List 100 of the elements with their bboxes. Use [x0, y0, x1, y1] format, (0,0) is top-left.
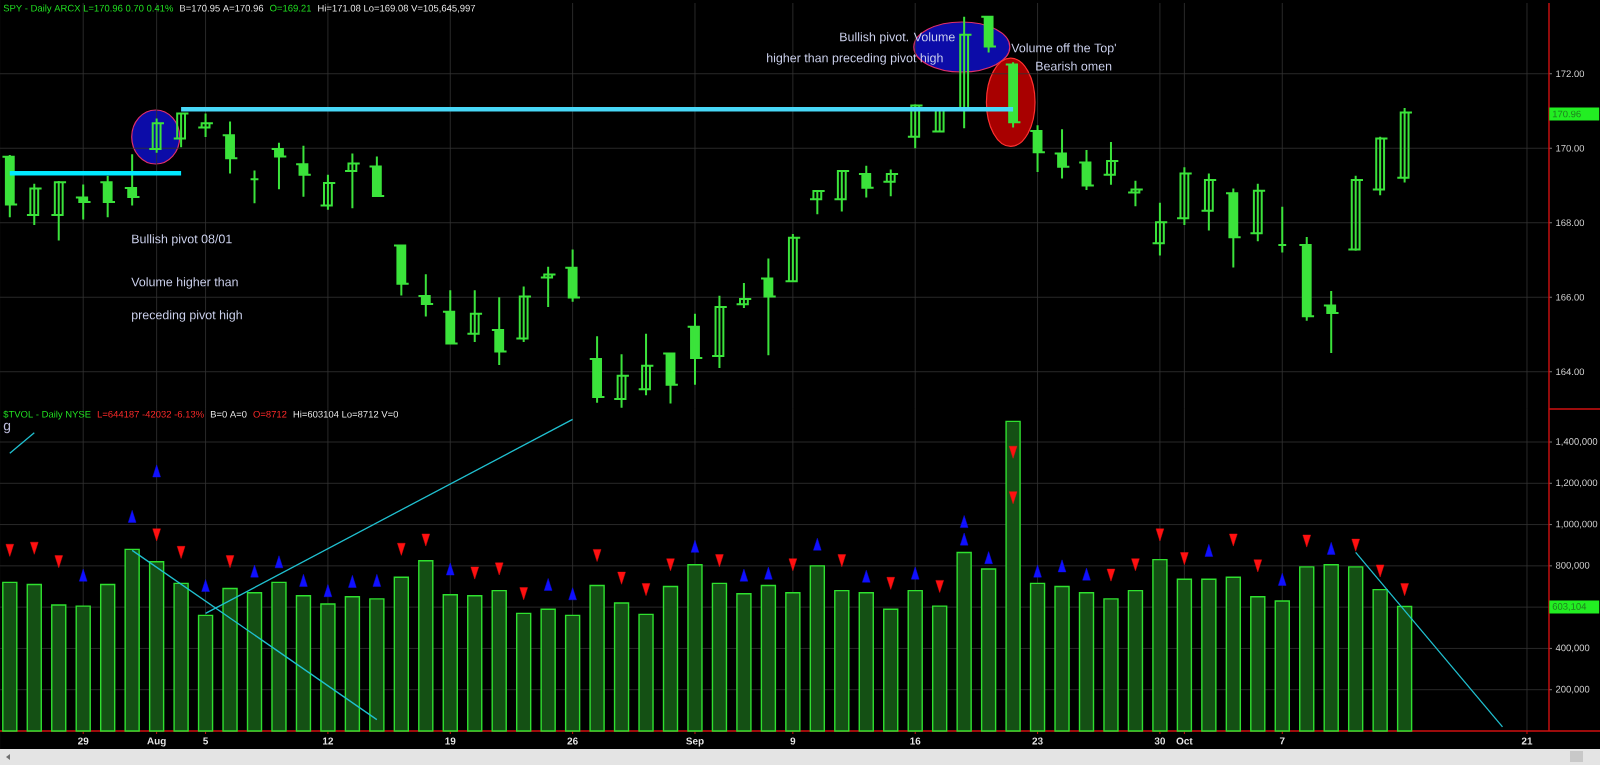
- bar: [2, 581, 18, 732]
- candlestick: [662, 352, 679, 405]
- candlestick: [711, 294, 728, 370]
- bar: [344, 596, 361, 732]
- chart-title: SPY - Daily ARCX L=170.96 0.70 0.41%: [3, 4, 174, 14]
- bar: [197, 614, 214, 732]
- candlestick: [50, 180, 68, 242]
- candlestick: [466, 289, 484, 343]
- candlestick: [270, 141, 288, 191]
- x-tick-label: 7: [1279, 737, 1285, 745]
- candlestick: [1396, 107, 1413, 184]
- bar: [442, 594, 458, 732]
- annotation: Bullish pivot 08/01: [132, 234, 232, 246]
- bar: [148, 561, 165, 732]
- bar: [662, 585, 679, 732]
- annotation: Bearish omen: [1036, 61, 1112, 71]
- bar: [271, 581, 287, 732]
- candlestick: [1029, 124, 1046, 174]
- y-tick-label: 168.00: [1556, 219, 1585, 227]
- y-tick-label: 200,000: [1555, 685, 1590, 694]
- candlestick: [1078, 149, 1095, 191]
- bar: [1323, 564, 1339, 732]
- bar: [1299, 566, 1315, 732]
- candlestick: [1224, 187, 1242, 269]
- candlestick: [319, 173, 337, 211]
- x-tick-label: Aug: [147, 737, 166, 747]
- candlestick: [1371, 135, 1389, 197]
- annotation: Hi=603104 Lo=8712 V=0: [293, 410, 399, 418]
- candlestick: [515, 285, 533, 343]
- y-tick-label: 800,000: [1555, 561, 1590, 570]
- bar: [931, 605, 948, 732]
- bar: [1029, 582, 1046, 732]
- x-tick-label: 16: [910, 737, 921, 745]
- bar: [320, 603, 336, 732]
- bar: [1201, 578, 1217, 732]
- bar: [711, 582, 728, 732]
- bar: [1176, 578, 1193, 732]
- candlestick: [539, 265, 557, 308]
- x-tick-label: Oct: [1176, 737, 1193, 745]
- annotation: higher than preceding pivot high: [767, 53, 943, 65]
- candlestick: [1298, 235, 1316, 322]
- bar: [1347, 566, 1364, 732]
- candlestick: [735, 282, 753, 310]
- bar: [1225, 576, 1242, 732]
- candlestick: [1004, 61, 1022, 129]
- candlestick: [784, 232, 802, 283]
- text: 603,104: [1552, 603, 1587, 611]
- y-tick-label: 1,400,000: [1556, 438, 1598, 446]
- candlestick: [588, 335, 606, 404]
- annotation: Hi=171.08 Lo=169.08 V=105,645,997: [318, 4, 476, 13]
- bar: [1078, 591, 1095, 732]
- candlestick: [760, 257, 777, 357]
- text: 170.96: [1552, 110, 1581, 118]
- candlestick: [148, 117, 165, 154]
- candlestick: [344, 152, 361, 210]
- bar: [907, 589, 923, 732]
- y-tick-label: 170.00: [1556, 144, 1585, 152]
- chart-subtitle: L=644187 -42032 -6.13%: [97, 410, 204, 418]
- candlestick: [613, 353, 630, 409]
- annotation: Volume off the Top': [1011, 43, 1116, 55]
- candlestick: [1249, 182, 1267, 243]
- bar: [638, 613, 654, 732]
- x-tick-label: Sep: [686, 737, 704, 747]
- candlestick: [74, 183, 92, 221]
- y-tick-label: 1,000,000: [1556, 520, 1598, 529]
- bar: [26, 583, 42, 732]
- bar: [1054, 585, 1070, 732]
- annotation: g: [3, 422, 11, 434]
- bar: [1127, 589, 1144, 732]
- bar: [75, 605, 91, 732]
- bar: [980, 568, 997, 732]
- candlestick: [833, 169, 851, 213]
- chart-subtitle: B=170.95 A=170.96: [180, 4, 264, 12]
- candlestick: [1176, 166, 1193, 226]
- bar: [564, 614, 581, 732]
- bar: [173, 582, 189, 732]
- bar: [491, 589, 507, 732]
- x-tick-label: 19: [445, 737, 456, 745]
- candlestick: [980, 14, 997, 54]
- candlestick: [857, 164, 875, 199]
- candlestick: [417, 273, 435, 318]
- candlestick: [1151, 201, 1169, 257]
- bar: [858, 591, 874, 732]
- bar: [393, 576, 410, 732]
- candlestick: [1127, 179, 1144, 208]
- candlestick: [686, 312, 704, 386]
- candlestick: [1, 153, 19, 219]
- bar: [1103, 598, 1119, 732]
- x-tick-label: 21: [1521, 737, 1533, 745]
- bar: [1250, 596, 1266, 732]
- bar: [467, 595, 483, 732]
- candlestick: [564, 248, 581, 303]
- candlestick: [441, 289, 459, 346]
- candlestick: [368, 155, 386, 198]
- candlestick: [882, 168, 900, 198]
- candlestick: [25, 182, 43, 226]
- x-tick-label: 5: [203, 737, 209, 745]
- bar: [687, 564, 703, 732]
- bar: [785, 591, 801, 732]
- bar: [246, 591, 263, 732]
